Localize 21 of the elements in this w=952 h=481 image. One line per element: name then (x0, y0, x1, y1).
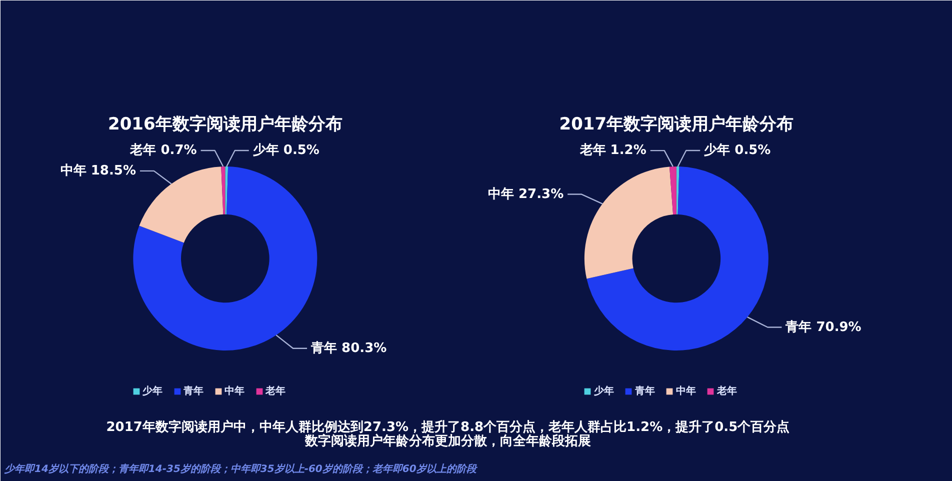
category-label: 少年 0.5% (704, 143, 771, 158)
text: 少年即14岁以下的阶段；青年即14-35岁的阶段；中年即35岁以上-60岁的阶段；老年即60岁以上的阶段 (4, 463, 478, 475)
legend-label: 青年 (634, 384, 655, 398)
category-label: 少年 0.5% (252, 143, 320, 158)
legend-label: 少年 (142, 384, 163, 398)
chart-title: 2017年数字阅读用户年龄分布 (559, 114, 794, 134)
legend-label: 青年 (184, 384, 204, 398)
chart-title: 2016年数字阅读用户年龄分布 (108, 114, 342, 134)
text: 数字阅读用户年龄分布更加分散，向全年龄段拓展 (304, 433, 591, 449)
category-label: 青年 80.3% (311, 340, 387, 356)
legend-label: 中年 (224, 384, 245, 398)
category-label: 老年 0.7% (130, 143, 197, 158)
text: 2017年数字阅读用户中，中年人群比例达到27.3%，提升了8.8个百分点，老年人群占比1.2%，提升了0.5个百分点 (106, 419, 790, 435)
legend-label: 少年 (594, 384, 614, 398)
category-label: 老年 1.2% (580, 143, 646, 158)
legend-label: 中年 (676, 384, 696, 398)
category-label: 中年 18.5% (60, 163, 136, 178)
category-label: 中年 27.3% (488, 186, 564, 202)
legend-label: 老年 (716, 384, 737, 398)
legend-label: 老年 (266, 384, 286, 398)
category-label: 青年 70.9% (786, 320, 862, 335)
